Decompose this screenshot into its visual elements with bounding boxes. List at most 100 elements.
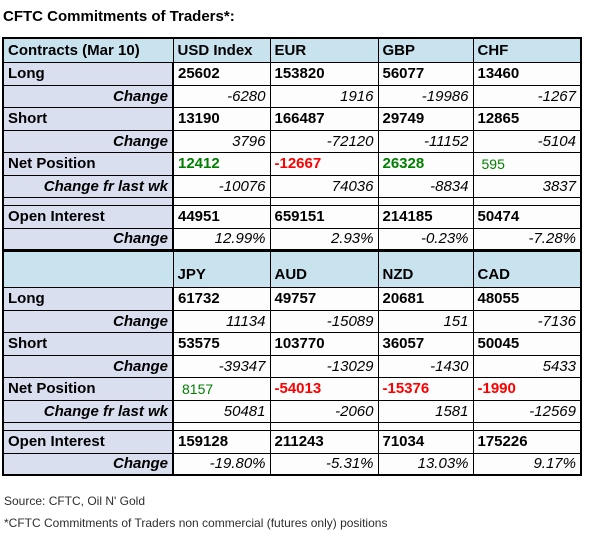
value-cell: 50481: [172, 399, 271, 423]
value-cell: 103770: [269, 331, 379, 356]
value-cell: -13029: [269, 354, 379, 378]
value-cell: -5104: [472, 129, 582, 153]
value-cell: -1430: [377, 354, 474, 378]
row-label-cell: [2, 196, 174, 206]
column-header: CHF: [472, 37, 582, 63]
cot-table-others: JPY AUD NZD CAD Long 61732 49757 20681 48055 Chan…: [2, 250, 582, 476]
table-row: Change -6280 1916 -19986 -1267: [2, 84, 582, 108]
table-row: Change 3796 -72120 -11152 -5104: [2, 129, 582, 153]
net-position-cell: 8157: [172, 376, 271, 401]
table-row: Short 13190 166487 29749 12865: [2, 106, 582, 131]
value-cell: 151: [377, 309, 474, 333]
value-cell: 9.17%: [472, 452, 582, 476]
value-cell: 1581: [377, 399, 474, 423]
value-cell: 175226: [472, 429, 582, 454]
value-cell: 61732: [172, 286, 271, 311]
table-row: Change fr last wk 50481 -2060 1581 -12569: [2, 399, 582, 423]
net-position-cell: 595: [472, 151, 582, 176]
column-header: GBP: [377, 37, 474, 63]
row-label-cell: Short: [2, 331, 174, 356]
net-position-cell: -1990: [472, 376, 582, 401]
definition-note: *CFTC Commitments of Traders non commerc…: [4, 516, 388, 530]
net-position-cell: 12412: [172, 151, 271, 176]
value-cell: 20681: [377, 286, 474, 311]
page-title: CFTC Commitments of Traders*:: [3, 8, 235, 25]
row-label-cell: Change: [2, 129, 174, 153]
value-cell: 659151: [269, 204, 379, 229]
value-cell: 50474: [472, 204, 582, 229]
value-cell: 12865: [472, 106, 582, 131]
value-cell: [269, 421, 379, 431]
value-cell: 25602: [172, 61, 271, 86]
value-cell: -19986: [377, 84, 474, 108]
column-header: CAD: [472, 250, 582, 288]
value-cell: [472, 196, 582, 206]
table-row: Open Interest 44951 659151 214185 50474: [2, 204, 582, 229]
table-row: Change 11134 -15089 151 -7136: [2, 309, 582, 333]
row-label-cell: Open Interest: [2, 204, 174, 229]
contracts-header-cell: [2, 250, 174, 288]
value-cell: -15089: [269, 309, 379, 333]
column-header: NZD: [377, 250, 474, 288]
value-cell: -72120: [269, 129, 379, 153]
column-header: AUD: [269, 250, 379, 288]
value-cell: 49757: [269, 286, 379, 311]
value-cell: [472, 421, 582, 431]
table-row: Change fr last wk -10076 74036 -8834 3837: [2, 174, 582, 198]
value-cell: -7.28%: [472, 227, 582, 251]
value-cell: -6280: [172, 84, 271, 108]
row-label-cell: Short: [2, 106, 174, 131]
row-label-cell: Change fr last wk: [2, 174, 174, 198]
contracts-header-cell: Contracts (Mar 10): [2, 37, 174, 63]
value-cell: 211243: [269, 429, 379, 454]
row-label-cell: Change: [2, 452, 174, 476]
row-label-cell: Open Interest: [2, 429, 174, 454]
table-row: Net Position 8157 -54013 -15376 -1990: [2, 376, 582, 401]
value-cell: 3796: [172, 129, 271, 153]
row-label-cell: Net Position: [2, 376, 174, 401]
table-row: Short 53575 103770 36057 50045: [2, 331, 582, 356]
row-label-cell: Change: [2, 354, 174, 378]
footer: Source: CFTC, Oil N' Gold *CFTC Commitme…: [4, 490, 600, 534]
value-cell: -12569: [472, 399, 582, 423]
value-cell: 214185: [377, 204, 474, 229]
value-cell: 50045: [472, 331, 582, 356]
value-cell: 1916: [269, 84, 379, 108]
value-cell: -1267: [472, 84, 582, 108]
value-cell: 56077: [377, 61, 474, 86]
row-label-cell: Change: [2, 84, 174, 108]
value-cell: 53575: [172, 331, 271, 356]
row-label-cell: Long: [2, 286, 174, 311]
value-cell: -2060: [269, 399, 379, 423]
column-header: JPY: [172, 250, 271, 288]
value-cell: -7136: [472, 309, 582, 333]
net-position-cell: -12667: [269, 151, 379, 176]
net-position-cell: -15376: [377, 376, 474, 401]
table-row: Change -39347 -13029 -1430 5433: [2, 354, 582, 378]
table-row: Long 61732 49757 20681 48055: [2, 286, 582, 311]
value-cell: [377, 196, 474, 206]
value-cell: 44951: [172, 204, 271, 229]
value-cell: 5433: [472, 354, 582, 378]
row-label-cell: Change: [2, 227, 174, 251]
row-label-cell: Change: [2, 309, 174, 333]
value-cell: [269, 196, 379, 206]
value-cell: 36057: [377, 331, 474, 356]
row-label-cell: Change fr last wk: [2, 399, 174, 423]
column-header: EUR: [269, 37, 379, 63]
value-cell: -39347: [172, 354, 271, 378]
value-cell: [377, 421, 474, 431]
cot-table-majors: Contracts (Mar 10) USD Index EUR GBP CHF Long…: [2, 37, 582, 251]
row-label-cell: Long: [2, 61, 174, 86]
value-cell: 13190: [172, 106, 271, 131]
net-position-cell: 26328: [377, 151, 474, 176]
value-cell: 13460: [472, 61, 582, 86]
net-position-cell: -54013: [269, 376, 379, 401]
value-cell: -19.80%: [172, 452, 271, 476]
value-cell: [172, 196, 271, 206]
value-cell: 3837: [472, 174, 582, 198]
row-label-cell: [2, 421, 174, 431]
value-cell: 71034: [377, 429, 474, 454]
table-row: Net Position 12412 -12667 26328 595: [2, 151, 582, 176]
value-cell: -11152: [377, 129, 474, 153]
